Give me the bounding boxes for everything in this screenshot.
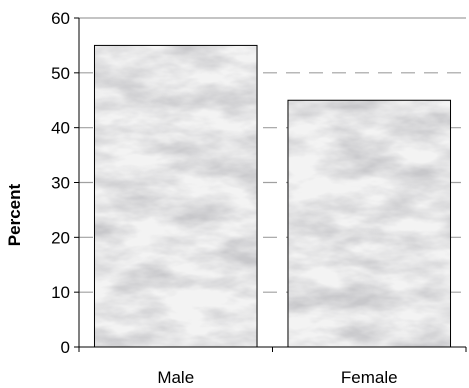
x-tick-labels: Male Female — [157, 368, 397, 387]
y-tick-labels: 0 10 20 30 40 50 60 — [51, 9, 70, 357]
y-tick-label: 20 — [51, 228, 70, 247]
y-axis-title: Percent — [5, 183, 24, 246]
bar-texture — [94, 45, 258, 348]
bar-texture — [287, 100, 451, 347]
y-tick-label: 0 — [61, 338, 70, 357]
x-tick-label: Male — [157, 368, 194, 387]
y-tick-label: 10 — [51, 283, 70, 302]
y-tick-label: 60 — [51, 9, 70, 28]
bars — [93, 44, 452, 348]
x-tick-label: Female — [341, 368, 398, 387]
y-tick-label: 40 — [51, 119, 70, 138]
y-tick-label: 30 — [51, 174, 70, 193]
axes — [74, 17, 467, 352]
y-tick-label: 50 — [51, 64, 70, 83]
